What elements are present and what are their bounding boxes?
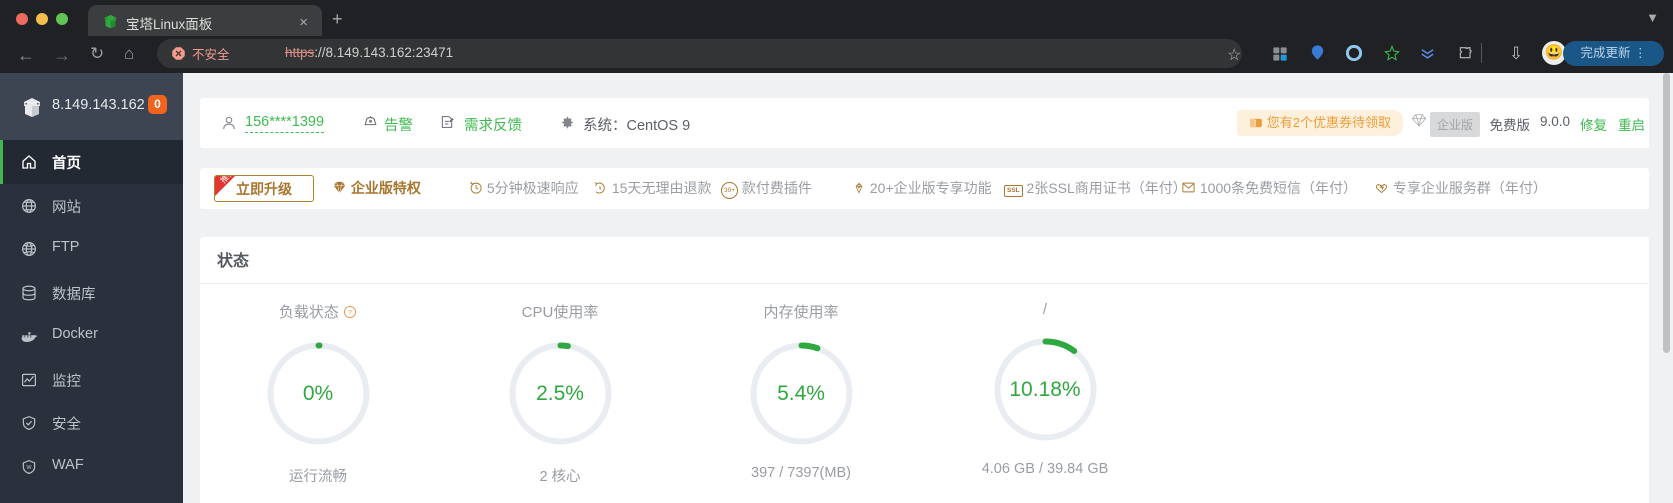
svg-text:?: ? bbox=[348, 310, 352, 317]
svg-text:¥: ¥ bbox=[599, 186, 602, 192]
svg-text:W: W bbox=[27, 464, 32, 470]
